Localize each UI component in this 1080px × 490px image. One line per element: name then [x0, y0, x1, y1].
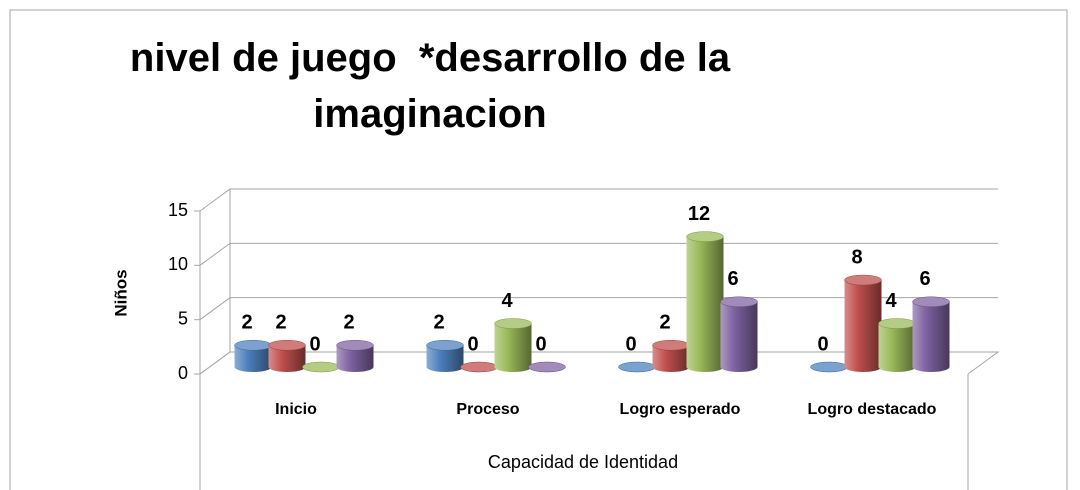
- bar: [686, 236, 724, 372]
- data-label: 4: [885, 290, 897, 312]
- data-label: 8: [851, 246, 862, 268]
- bar: [426, 345, 464, 372]
- bar-top: [686, 231, 724, 242]
- data-label: 0: [535, 333, 546, 355]
- grid-line: [199, 242, 998, 266]
- bar: [234, 345, 272, 372]
- x-tick-label: Inicio: [275, 401, 317, 418]
- data-label: 6: [919, 268, 930, 290]
- bar: [652, 345, 690, 372]
- bar: [844, 280, 882, 372]
- bar-top: [528, 361, 566, 373]
- y-axis-title: Niños: [111, 269, 130, 316]
- bar-top: [234, 340, 272, 351]
- y-tick-label: 15: [168, 200, 188, 220]
- bar-top: [810, 361, 848, 373]
- data-label: 2: [241, 312, 252, 334]
- data-label: 0: [817, 333, 828, 355]
- bar-top: [618, 361, 656, 373]
- grid-line: [199, 188, 998, 212]
- data-label: 12: [688, 203, 710, 225]
- y-tick-label: 0: [178, 363, 188, 383]
- bar: [878, 323, 916, 372]
- x-axis-title: Capacidad de Identidad: [488, 452, 678, 472]
- bar-top: [494, 318, 532, 329]
- data-label: 0: [309, 333, 320, 355]
- bar-top: [912, 296, 950, 308]
- data-label: 0: [625, 333, 636, 355]
- x-tick-label: Logro esperado: [620, 401, 741, 418]
- chart-frame: [9, 9, 1068, 490]
- data-label: 2: [659, 312, 670, 334]
- bar-top: [844, 274, 882, 286]
- bar-top: [720, 296, 758, 308]
- chart-title: nivel de juego *desarrollo de la imagina…: [129, 36, 742, 136]
- data-label: 4: [501, 290, 513, 312]
- data-label: 6: [727, 268, 738, 290]
- bar: [336, 345, 374, 372]
- data-label: 2: [343, 312, 354, 334]
- x-tick-label: Logro destacado: [808, 401, 937, 418]
- y-tick-label: 5: [178, 308, 188, 328]
- bar: [720, 301, 758, 372]
- y-tick-label: 10: [168, 254, 188, 274]
- data-label: 2: [433, 312, 444, 334]
- bar-top: [878, 318, 916, 329]
- bar: [268, 345, 306, 372]
- x-tick-label: Proceso: [456, 401, 519, 418]
- bar: [912, 301, 950, 372]
- bar-top: [302, 361, 340, 373]
- bar-top: [460, 361, 498, 373]
- bar-top: [426, 340, 464, 351]
- bar-top: [336, 340, 374, 351]
- bar: [494, 323, 532, 372]
- data-label: 0: [467, 333, 478, 355]
- bar-top: [652, 340, 690, 351]
- bar-top: [268, 340, 306, 351]
- data-label: 2: [275, 312, 286, 334]
